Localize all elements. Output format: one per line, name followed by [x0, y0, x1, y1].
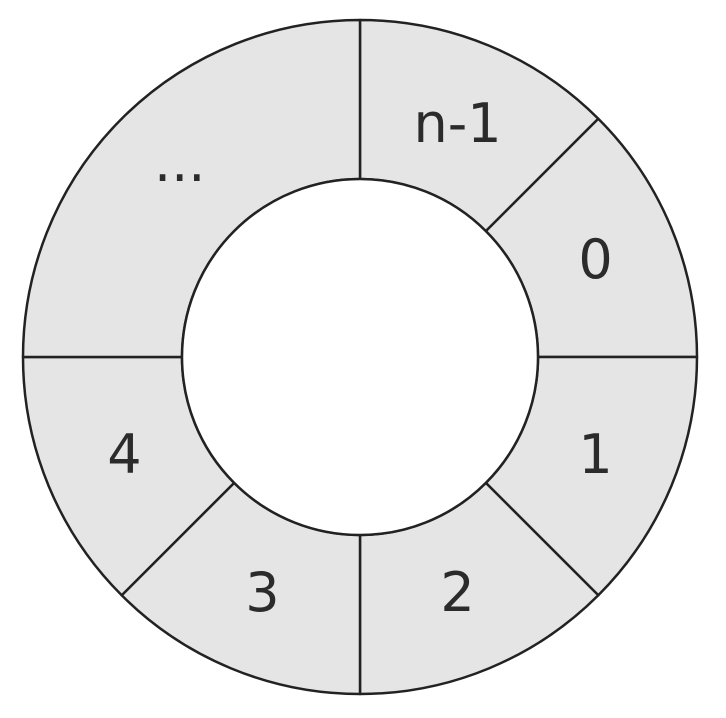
label-3: 3 — [245, 561, 279, 624]
label-ellipsis: ... — [154, 131, 206, 194]
ring-labels: n-1 0 1 2 3 4 ... — [107, 92, 613, 624]
ring-segments — [21, 18, 699, 696]
label-4: 4 — [107, 423, 141, 486]
label-2: 2 — [440, 561, 474, 624]
label-0: 0 — [578, 228, 612, 291]
label-1: 1 — [578, 423, 612, 486]
center-hole — [180, 177, 540, 537]
label-n-1: n-1 — [414, 92, 502, 155]
